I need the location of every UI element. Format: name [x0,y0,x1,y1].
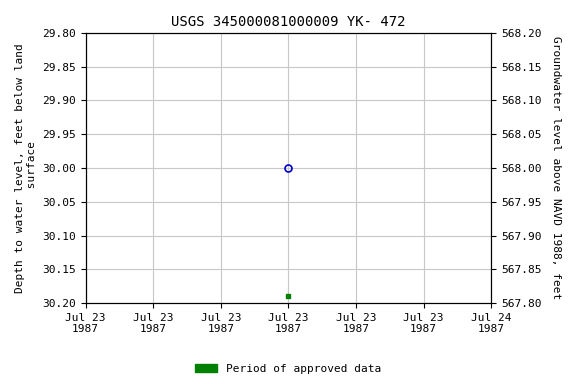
Title: USGS 345000081000009 YK- 472: USGS 345000081000009 YK- 472 [171,15,406,29]
Y-axis label: Depth to water level, feet below land
 surface: Depth to water level, feet below land su… [15,43,37,293]
Legend: Period of approved data: Period of approved data [191,359,385,379]
Y-axis label: Groundwater level above NAVD 1988, feet: Groundwater level above NAVD 1988, feet [551,36,561,300]
